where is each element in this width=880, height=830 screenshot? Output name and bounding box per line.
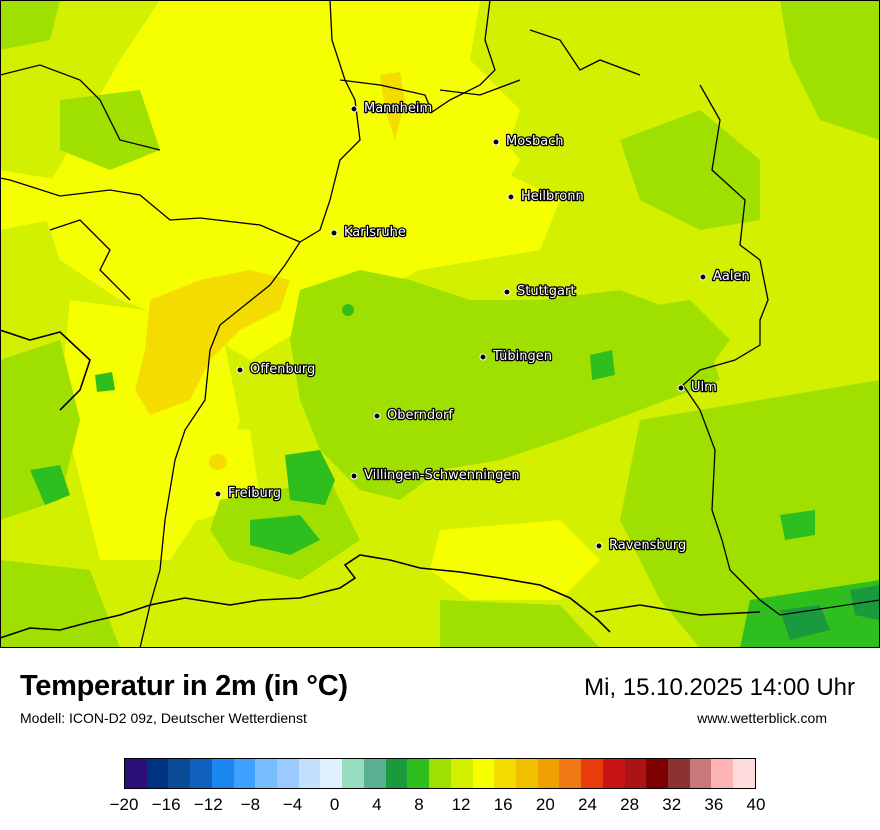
city-dot bbox=[350, 105, 358, 113]
scale-tick-label: 4 bbox=[372, 795, 382, 814]
scale-tick-label: −4 bbox=[282, 795, 303, 814]
scale-tick-label: 36 bbox=[704, 795, 724, 814]
city-dot bbox=[373, 412, 381, 420]
scale-tick-label: 16 bbox=[493, 795, 513, 814]
website-label: www.wetterblick.com bbox=[697, 710, 827, 726]
scale-tick-label: 24 bbox=[577, 795, 597, 814]
scale-bin bbox=[602, 759, 625, 788]
city-dot bbox=[699, 273, 707, 281]
model-info: Modell: ICON-D2 09z, Deutscher Wetterdie… bbox=[20, 710, 307, 726]
scale-tick-label: 12 bbox=[451, 795, 471, 814]
city-mosbach: Mosbach bbox=[492, 133, 565, 150]
scale-bin bbox=[320, 759, 343, 788]
scale-bin bbox=[450, 759, 473, 788]
scale-bin bbox=[298, 759, 321, 788]
city-freiburg: Freiburg bbox=[214, 485, 282, 502]
city-markers: Mannheim Mosbach Heilbronn Karlsruhe Aalen St… bbox=[214, 100, 751, 554]
scale-bin bbox=[711, 759, 734, 788]
city-dot bbox=[330, 229, 338, 237]
city-label: Aalen bbox=[713, 269, 750, 284]
city-label: Freiburg bbox=[228, 486, 281, 501]
scale-bin bbox=[363, 759, 386, 788]
scale-bin bbox=[689, 759, 712, 788]
scale-bin bbox=[429, 759, 451, 788]
scale-tick-label: 8 bbox=[414, 795, 424, 814]
city-dot bbox=[236, 366, 244, 374]
city-dot bbox=[492, 138, 500, 146]
city-label: Karlsruhe bbox=[344, 225, 406, 240]
scale-bin bbox=[624, 759, 647, 788]
temperature-color-scale bbox=[124, 758, 756, 789]
city-label: Oberndorf bbox=[387, 408, 453, 423]
scale-tick-label: −20 bbox=[109, 795, 139, 814]
scale-bin bbox=[646, 759, 668, 788]
city-label: Heilbronn bbox=[521, 189, 584, 204]
scale-tick-label: 20 bbox=[535, 795, 555, 814]
city-dot bbox=[503, 288, 511, 296]
city-stuttgart: Stuttgart bbox=[503, 283, 577, 300]
scale-bin bbox=[559, 759, 582, 788]
scale-tick-label: −16 bbox=[151, 795, 181, 814]
temperature-map: Mannheim Mosbach Heilbronn Karlsruhe Aalen St… bbox=[0, 0, 880, 648]
city-dot bbox=[479, 353, 487, 361]
city-dot bbox=[595, 542, 603, 550]
city-label: Ravensburg bbox=[609, 538, 686, 553]
city-villingen-schwenningen: Villingen-Schwenningen bbox=[350, 467, 521, 484]
city-oberndorf: Oberndorf bbox=[373, 407, 455, 424]
city-ravensburg: Ravensburg bbox=[595, 537, 688, 554]
scale-bin bbox=[211, 759, 234, 788]
scale-bin bbox=[168, 759, 191, 788]
scale-bin bbox=[233, 759, 256, 788]
city-dot bbox=[507, 193, 515, 201]
scale-bin bbox=[342, 759, 364, 788]
scale-bin bbox=[146, 759, 169, 788]
city-label: Ulm bbox=[691, 380, 717, 395]
city-dot bbox=[350, 472, 358, 480]
scale-bin bbox=[125, 759, 147, 788]
scale-bin bbox=[581, 759, 603, 788]
scale-bin bbox=[255, 759, 278, 788]
scale-bin bbox=[190, 759, 212, 788]
city-label: Offenburg bbox=[250, 362, 315, 377]
map-footer: Temperatur in 2m (in °C) Modell: ICON-D2… bbox=[0, 648, 880, 830]
scale-bin bbox=[277, 759, 299, 788]
city-mannheim: Mannheim bbox=[350, 100, 433, 117]
map-title: Temperatur in 2m (in °C) bbox=[20, 670, 348, 702]
scale-tick-label: 28 bbox=[620, 795, 640, 814]
city-ulm: Ulm bbox=[677, 379, 718, 396]
city-dot bbox=[677, 384, 685, 392]
temperature-band-16 bbox=[0, 0, 600, 600]
map-canvas: Mannheim Mosbach Heilbronn Karlsruhe Aalen St… bbox=[0, 0, 880, 648]
scale-tick-label: 40 bbox=[746, 795, 766, 814]
scale-tick-label: −12 bbox=[193, 795, 223, 814]
city-karlsruhe: Karlsruhe bbox=[330, 224, 407, 241]
state-borders bbox=[0, 0, 880, 648]
scale-tick-label: −8 bbox=[240, 795, 261, 814]
city-label: Mannheim bbox=[364, 101, 432, 116]
scale-bin bbox=[472, 759, 495, 788]
city-label: Villingen-Schwenningen bbox=[364, 468, 520, 483]
scale-bin bbox=[385, 759, 408, 788]
city-dot bbox=[214, 490, 222, 498]
scale-bin bbox=[667, 759, 690, 788]
scale-bin bbox=[494, 759, 516, 788]
city-label: Tübingen bbox=[492, 349, 552, 364]
scale-tick-label: 32 bbox=[662, 795, 682, 814]
city-tübingen: Tübingen bbox=[479, 348, 553, 365]
forecast-datetime: Mi, 15.10.2025 14:00 Uhr bbox=[584, 674, 855, 701]
city-offenburg: Offenburg bbox=[236, 361, 317, 378]
scale-bin bbox=[537, 759, 560, 788]
city-heilbronn: Heilbronn bbox=[507, 188, 585, 205]
scale-bin bbox=[407, 759, 430, 788]
temperature-band-12 bbox=[0, 0, 880, 648]
city-label: Mosbach bbox=[506, 134, 564, 149]
scale-tick-label: 0 bbox=[329, 795, 340, 814]
scale-bin bbox=[733, 759, 755, 788]
city-aalen: Aalen bbox=[699, 268, 751, 285]
city-label: Stuttgart bbox=[517, 284, 575, 299]
scale-bin bbox=[515, 759, 538, 788]
country-borders bbox=[0, 329, 761, 639]
